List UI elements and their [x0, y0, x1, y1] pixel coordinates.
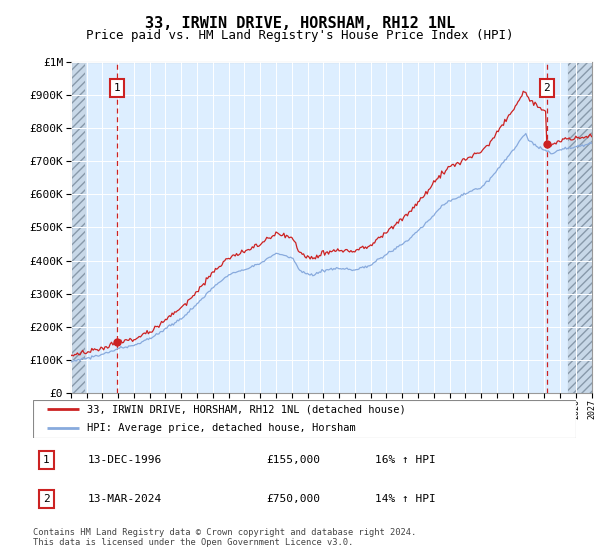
Text: 13-DEC-1996: 13-DEC-1996 — [88, 455, 161, 465]
Bar — [568, 62, 592, 393]
Text: 2: 2 — [43, 494, 50, 504]
Text: 33, IRWIN DRIVE, HORSHAM, RH12 1NL: 33, IRWIN DRIVE, HORSHAM, RH12 1NL — [145, 16, 455, 31]
Text: £750,000: £750,000 — [266, 494, 320, 504]
Text: £155,000: £155,000 — [266, 455, 320, 465]
Text: 1: 1 — [113, 83, 120, 93]
Text: 1: 1 — [43, 455, 50, 465]
Text: 14% ↑ HPI: 14% ↑ HPI — [375, 494, 436, 504]
Text: 33, IRWIN DRIVE, HORSHAM, RH12 1NL (detached house): 33, IRWIN DRIVE, HORSHAM, RH12 1NL (deta… — [88, 404, 406, 414]
Text: HPI: Average price, detached house, Horsham: HPI: Average price, detached house, Hors… — [88, 423, 356, 433]
Text: 2: 2 — [544, 83, 550, 93]
Text: 16% ↑ HPI: 16% ↑ HPI — [375, 455, 436, 465]
Text: 13-MAR-2024: 13-MAR-2024 — [88, 494, 161, 504]
Bar — [71, 62, 85, 393]
Bar — [71, 62, 85, 393]
Bar — [568, 62, 592, 393]
Text: Contains HM Land Registry data © Crown copyright and database right 2024.
This d: Contains HM Land Registry data © Crown c… — [33, 528, 416, 547]
Text: Price paid vs. HM Land Registry's House Price Index (HPI): Price paid vs. HM Land Registry's House … — [86, 29, 514, 42]
